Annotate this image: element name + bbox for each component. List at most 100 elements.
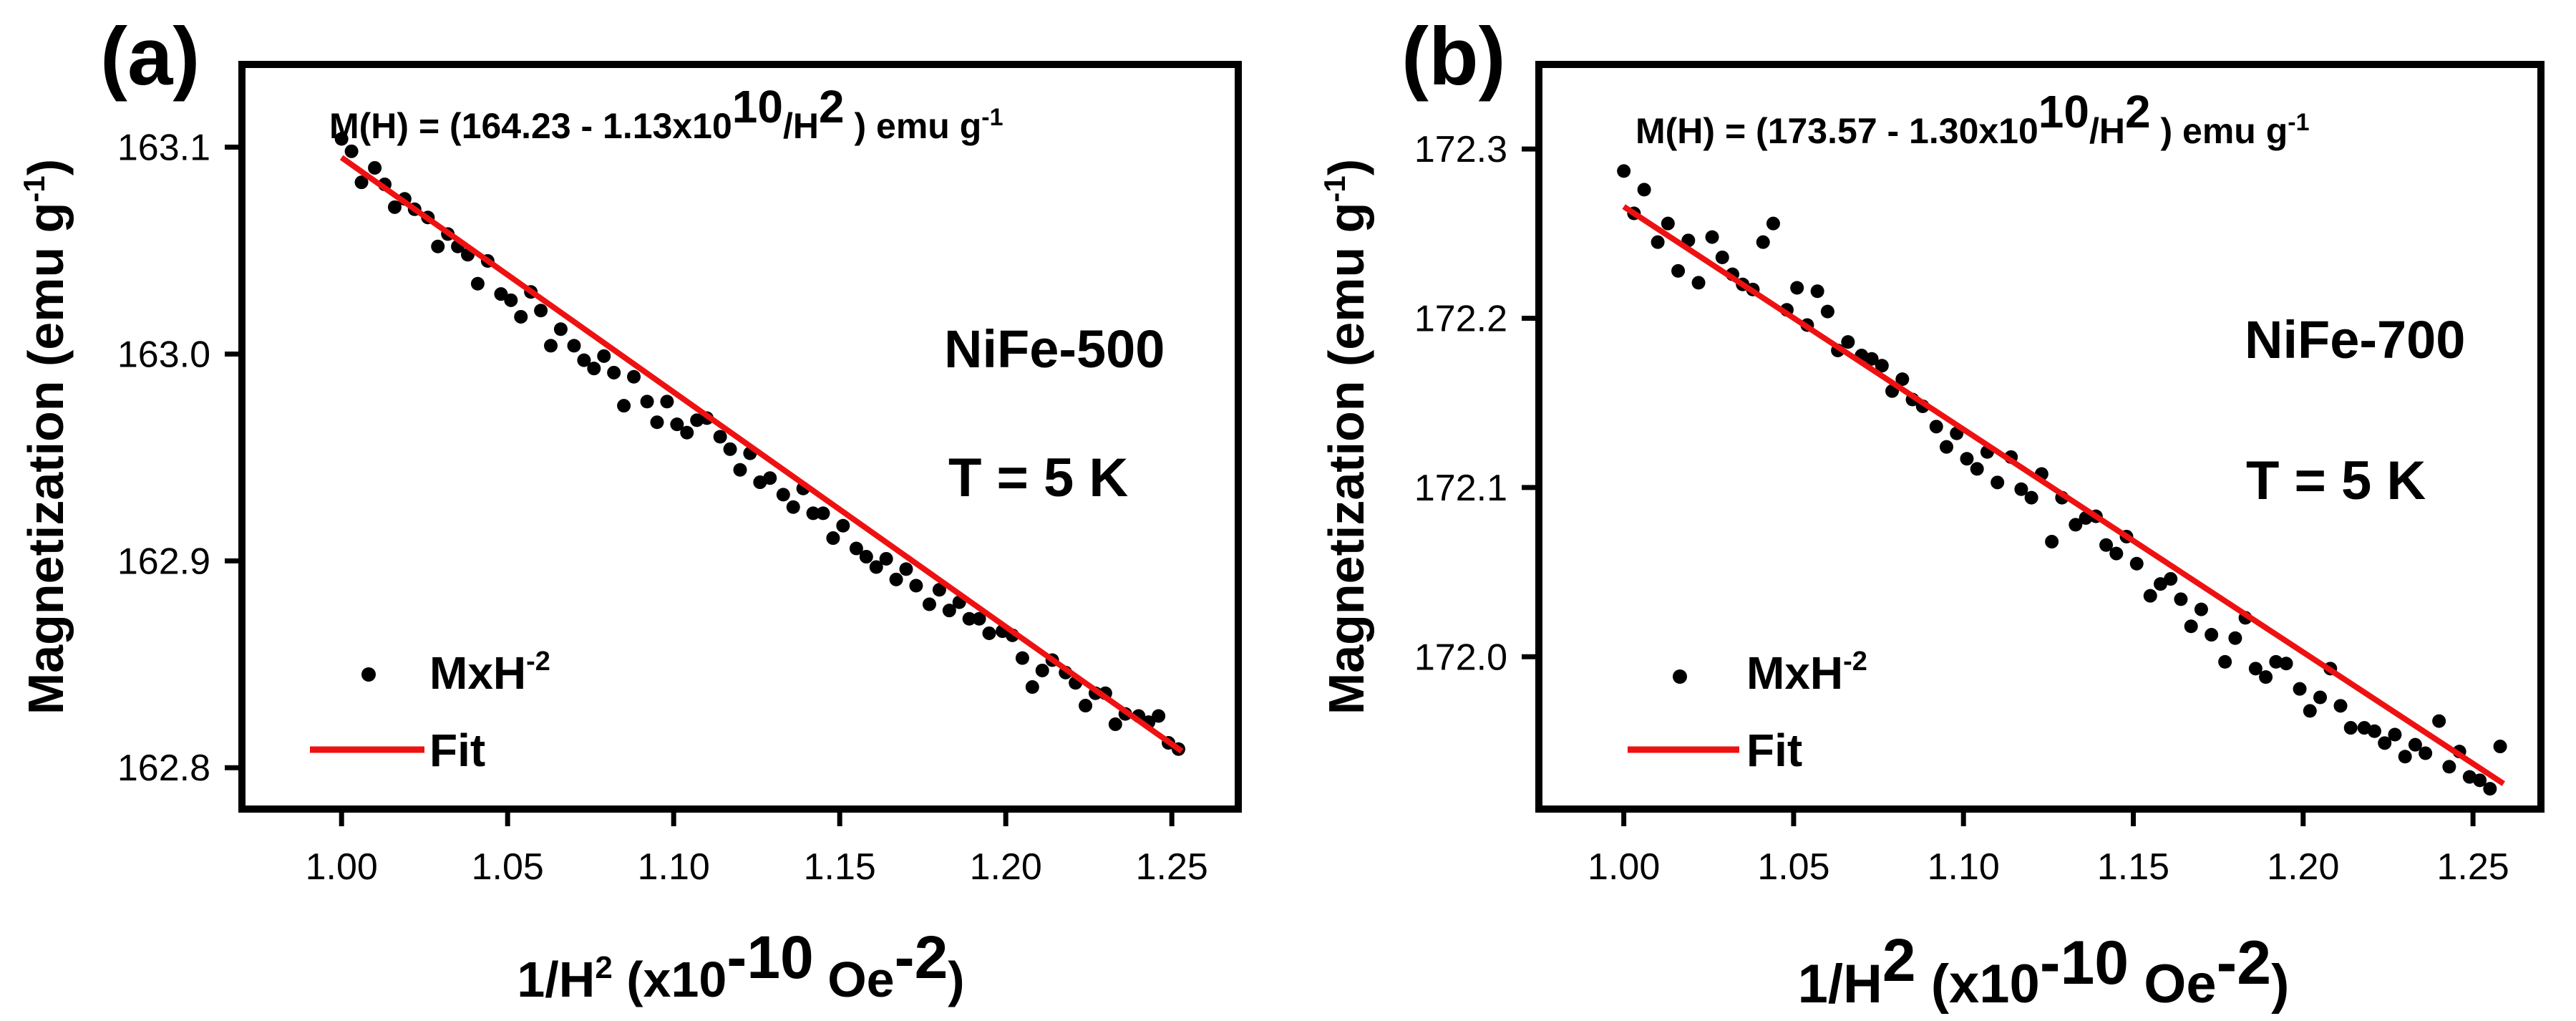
x-tick-label-b: 1.10 [1928, 846, 2000, 888]
data-point-b [1691, 276, 1706, 290]
data-point-a [776, 488, 790, 502]
plot-frame-a [238, 61, 1242, 813]
plot-area-a: 1.00 1.05 1.10 1.15 1.20 1.25 162.8 162.9 163.0 1… [117, 127, 1208, 888]
data-point-a [650, 415, 664, 430]
plot-frame-b [1535, 61, 2545, 813]
data-point-a [806, 506, 820, 521]
data-point-a [470, 276, 485, 291]
y-tick-label-a: 163.1 [117, 127, 210, 169]
x-tick-label-b: 1.25 [2436, 846, 2509, 888]
x-tick-label-b: 1.20 [2267, 846, 2339, 888]
data-point-b [2218, 654, 2232, 669]
data-point-b [2184, 619, 2198, 634]
data-point-b [2473, 773, 2487, 788]
data-point-b [2174, 592, 2188, 606]
data-point-b [2194, 602, 2208, 616]
data-point-b [1671, 263, 1686, 278]
data-point-b [2153, 577, 2167, 591]
x-tick-label-a: 1.25 [1136, 846, 1208, 888]
data-point-a [1025, 680, 1039, 695]
data-point-a [567, 339, 581, 353]
data-point-b [1661, 216, 1675, 231]
data-point-b [1810, 284, 1824, 299]
data-point-b [2432, 714, 2446, 728]
data-point-a [713, 430, 727, 444]
temperature-label-b: T = 5 K [2246, 450, 2426, 511]
data-point-b [1991, 475, 2005, 490]
legend-marker-points-a [361, 667, 376, 682]
data-point-b [2228, 631, 2242, 645]
data-point-a [504, 293, 518, 307]
data-point-a [723, 442, 737, 456]
data-point-a [553, 322, 568, 337]
data-point-b [2024, 490, 2038, 505]
temperature-label-a: T = 5 K [948, 447, 1128, 508]
data-point-b [1865, 352, 1879, 366]
data-point-a [922, 597, 936, 611]
data-point-a [909, 579, 923, 593]
data-point-a [879, 551, 893, 566]
x-tick-label-b: 1.05 [1757, 846, 1829, 888]
panel-label-b: (b) [1401, 11, 1506, 102]
data-point-a [982, 626, 996, 640]
data-point-b [1960, 452, 1974, 466]
equation-b: M(H) = (173.57 - 1.30x1010/H2 ) emu g-1 [1635, 86, 2310, 151]
y-axis-title-b: Magnetization (emu g-1) [1318, 159, 1374, 715]
data-point-a [368, 160, 382, 175]
data-point-b [2269, 654, 2283, 669]
x-tick-label-a: 1.10 [638, 846, 710, 888]
data-point-a [763, 471, 777, 485]
data-point-a [1152, 709, 1166, 723]
legend-label-fit-b: Fit [1746, 725, 1802, 776]
data-point-b [2343, 721, 2358, 735]
data-point-b [2367, 724, 2381, 738]
y-tick-label-b: 172.2 [1414, 299, 1507, 340]
data-point-b [2099, 538, 2114, 552]
data-point-a [786, 500, 800, 514]
data-point-b [2419, 746, 2433, 760]
data-point-b [2378, 736, 2392, 750]
data-point-a [387, 200, 402, 214]
data-point-a [544, 339, 558, 353]
data-point-b [2109, 546, 2124, 561]
data-point-a [942, 604, 956, 618]
data-point-b [2388, 727, 2402, 742]
data-point-a [816, 506, 830, 521]
data-point-a [344, 144, 359, 158]
legend-label-fit-a: Fit [429, 725, 485, 776]
data-point-a [680, 425, 694, 440]
data-point-a [1015, 651, 1029, 665]
data-point-b [2333, 699, 2348, 713]
data-point-b [2014, 482, 2028, 496]
data-point-a [494, 287, 508, 301]
data-point-a [869, 560, 883, 574]
data-point-a [859, 550, 873, 564]
sample-label-b: NiFe-700 [2245, 310, 2465, 369]
data-point-a [514, 309, 528, 324]
data-point-b [2483, 782, 2497, 796]
x-tick-label-a: 1.00 [306, 846, 378, 888]
panel-a: (a) 1.00 1.05 1.10 1.15 1.20 1.25 162.8 162.9 16… [17, 11, 1242, 1007]
data-point-b [1895, 372, 1910, 387]
data-point-b [1970, 462, 1984, 476]
data-point-b [1637, 183, 1651, 197]
y-tick-label-b: 172.3 [1414, 129, 1507, 170]
x-tick-label-b: 1.15 [2097, 846, 2169, 888]
legend-marker-points-b [1673, 669, 1687, 684]
sample-label-a: NiFe-500 [944, 319, 1165, 379]
data-point-a [334, 132, 349, 146]
y-tick-label-b: 172.1 [1414, 468, 1507, 509]
data-point-b [2442, 760, 2456, 774]
data-point-b [2493, 740, 2507, 754]
data-point-b [1939, 440, 1953, 454]
x-axis-title-a: 1/H2 (x10-10 Oe-2) [517, 924, 964, 1007]
x-tick-label-a: 1.20 [970, 846, 1042, 888]
y-tick-label-b: 172.0 [1414, 637, 1507, 678]
data-point-a [733, 463, 747, 477]
data-point-a [1035, 663, 1049, 677]
data-point-a [660, 395, 674, 409]
data-point-b [1875, 359, 1889, 373]
y-tick-label-a: 162.9 [117, 541, 210, 582]
data-point-b [2205, 628, 2219, 642]
legend-b: MxH-2 Fit [1628, 647, 1867, 776]
